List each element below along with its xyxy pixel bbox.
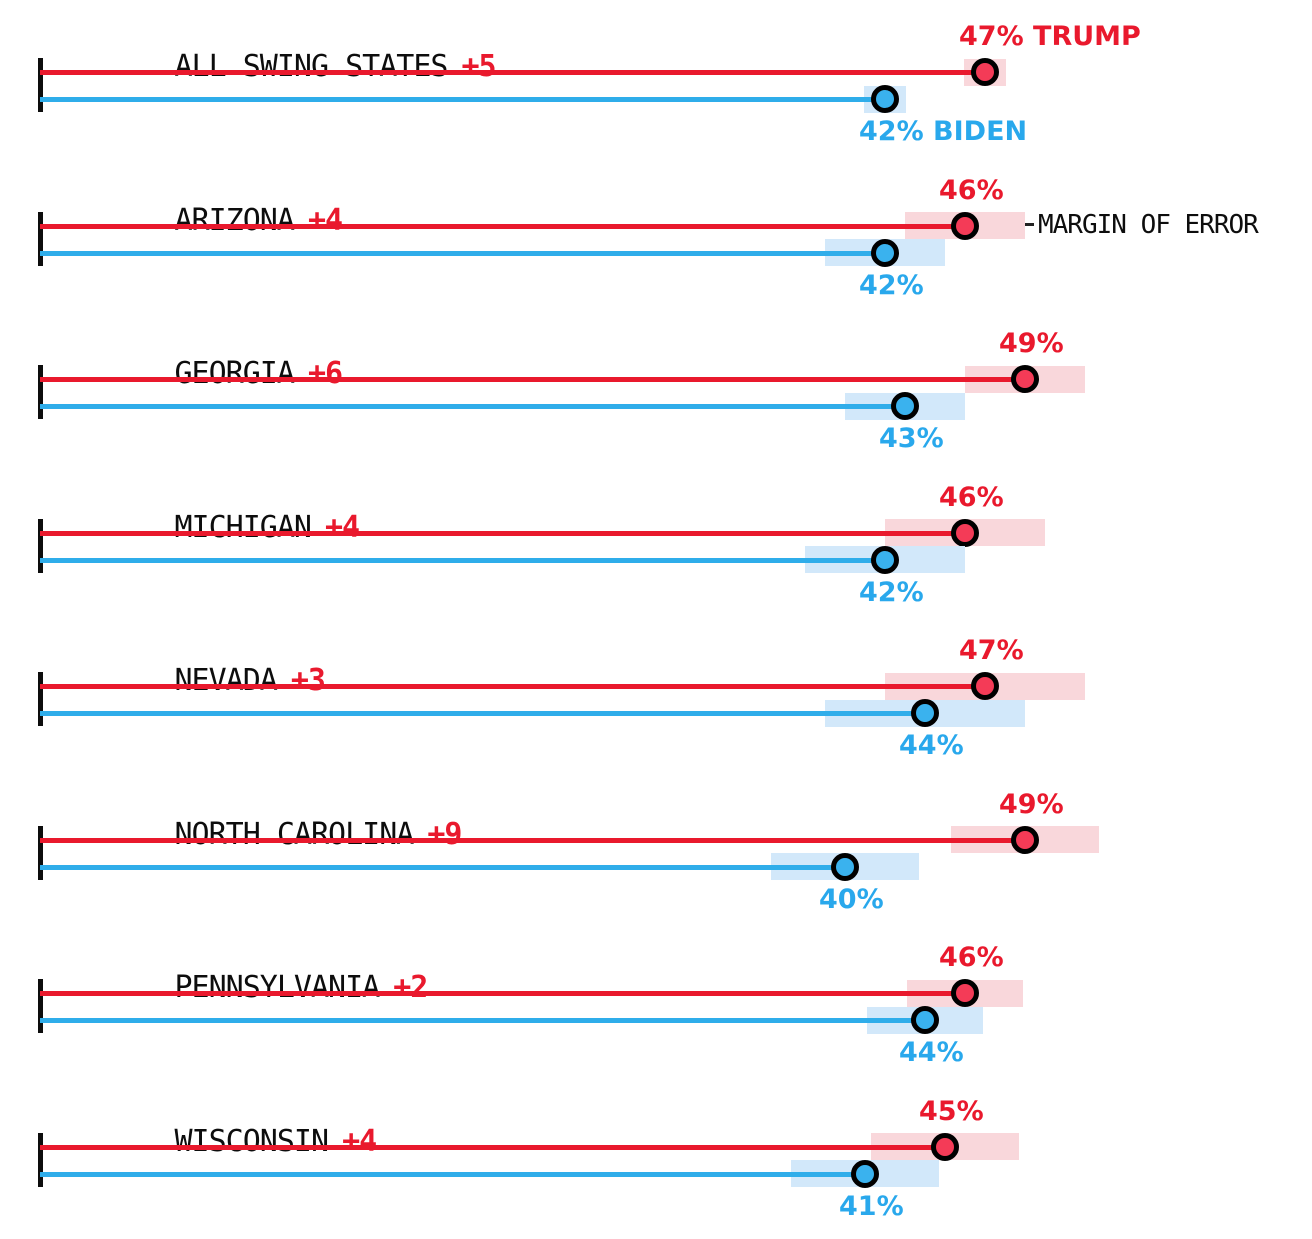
axis-tick — [38, 979, 43, 1033]
biden-dot — [851, 1159, 879, 1188]
biden-line — [40, 404, 905, 409]
state-margin: +5 — [461, 49, 496, 84]
biden-value-label: 40% — [819, 883, 884, 915]
axis-tick — [38, 1132, 43, 1187]
state-name: NORTH CAROLINA — [174, 816, 415, 852]
state-row: WISCONSIN +4 45% 41% — [0, 1075, 1312, 1229]
state-row: NEVADA +3 47% 44% — [0, 614, 1312, 768]
state-margin: +2 — [393, 970, 428, 1005]
axis-tick — [38, 58, 43, 112]
axis-tick — [38, 365, 43, 419]
biden-line — [40, 97, 885, 102]
axis-tick — [38, 211, 43, 266]
state-name: ARIZONA — [174, 202, 295, 238]
biden-dot — [911, 1006, 939, 1034]
state-row: GEORGIA +6 49% 43% — [0, 307, 1312, 461]
trump-value-label: 46% — [939, 481, 1004, 513]
biden-value-label: 42% — [859, 269, 924, 301]
moe-annotation-label: MARGIN OF ERROR — [1038, 210, 1259, 240]
state-label: NORTH CAROLINA +9 — [38, 790, 463, 880]
state-name: WISCONSIN — [174, 1123, 330, 1159]
biden-value-label: 42% BIDEN — [859, 116, 1028, 147]
trump-dot — [1011, 365, 1039, 393]
trump-line — [40, 684, 985, 689]
state-name: PENNSYLVANIA — [174, 970, 381, 1005]
state-name: ALL SWING STATES — [174, 49, 449, 84]
state-margin: +4 — [307, 202, 343, 238]
trump-dot — [951, 211, 979, 240]
biden-dot — [871, 238, 899, 267]
trump-dot — [971, 672, 999, 700]
trump-value-label: 47% — [959, 635, 1024, 666]
state-name: MICHIGAN — [174, 509, 312, 545]
trump-dot — [1011, 825, 1039, 854]
trump-line — [40, 991, 965, 996]
biden-line — [40, 557, 885, 563]
biden-value-label: 43% — [879, 423, 944, 454]
axis-tick — [38, 518, 43, 573]
trump-value-label: 49% — [999, 328, 1064, 359]
state-row: PENNSYLVANIA +2 46% 44% — [0, 921, 1312, 1075]
biden-line — [40, 864, 845, 870]
biden-dot — [831, 852, 859, 881]
biden-value-label: 44% — [899, 1037, 964, 1068]
state-name: NEVADA — [174, 663, 278, 698]
trump-value-label: 45% — [919, 1095, 984, 1127]
biden-value-label: 41% — [839, 1190, 904, 1222]
trump-line — [40, 377, 1025, 382]
state-margin: +6 — [307, 356, 343, 391]
trump-dot — [951, 518, 979, 547]
biden-dot — [871, 85, 899, 113]
trump-line — [40, 223, 965, 229]
trump-line — [40, 837, 1025, 843]
biden-dot — [891, 392, 919, 420]
trump-value-label: 46% — [939, 942, 1004, 973]
state-row: MICHIGAN +4 46% 42% — [0, 461, 1312, 615]
trump-line — [40, 530, 965, 536]
trump-dot — [931, 1132, 959, 1161]
state-margin: +3 — [290, 663, 326, 698]
state-label: ARIZONA +4 — [38, 176, 344, 266]
state-label: GEORGIA +6 — [38, 329, 344, 419]
trump-dot — [971, 58, 999, 86]
biden-line — [40, 250, 885, 256]
trump-value-label: 46% — [939, 174, 1004, 206]
biden-dot — [911, 699, 939, 727]
state-label: WISCONSIN +4 — [38, 1097, 378, 1187]
state-label: PENNSYLVANIA +2 — [38, 943, 429, 1033]
state-name: GEORGIA — [174, 356, 295, 391]
state-label: NEVADA +3 — [38, 636, 327, 726]
biden-line — [40, 1171, 865, 1177]
state-row: ARIZONA +4 46% 42% — [0, 154, 1312, 308]
trump-dot — [951, 979, 979, 1007]
axis-tick — [38, 825, 43, 880]
biden-value-label: 42% — [859, 576, 924, 608]
trump-line — [40, 70, 985, 75]
state-margin: +9 — [427, 816, 462, 852]
biden-line — [40, 1018, 925, 1023]
biden-dot — [871, 545, 899, 574]
biden-value-label: 44% — [899, 730, 964, 761]
state-row: ALL SWING STATES +5 47% TRUMP 42% BIDEN — [0, 0, 1312, 154]
state-margin: +4 — [325, 509, 360, 545]
state-row: NORTH CAROLINA +9 49% 40% — [0, 768, 1312, 922]
trump-value-label: 49% — [999, 788, 1064, 820]
trump-value-label: 47% TRUMP — [959, 21, 1141, 52]
trump-line — [40, 1144, 945, 1150]
state-label: ALL SWING STATES +5 — [38, 22, 497, 112]
axis-tick — [38, 672, 43, 726]
state-label: MICHIGAN +4 — [38, 483, 361, 573]
biden-line — [40, 711, 925, 716]
state-margin: +4 — [342, 1123, 377, 1159]
